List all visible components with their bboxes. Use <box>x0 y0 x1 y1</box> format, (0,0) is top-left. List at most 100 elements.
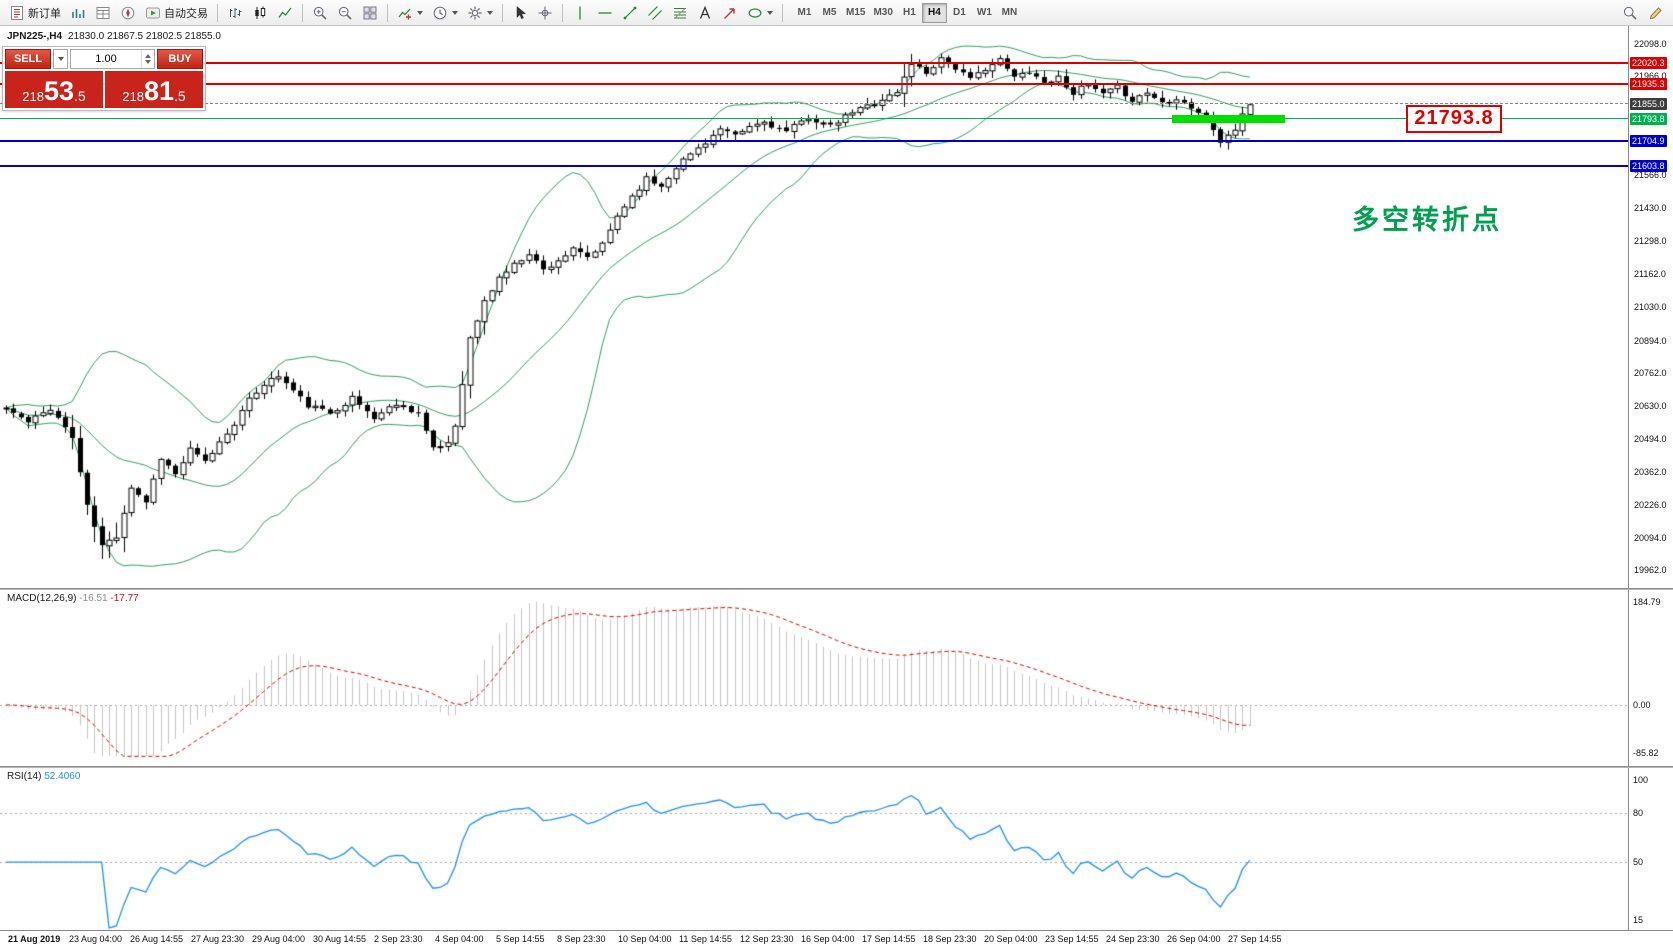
chart-candles-icon <box>255 6 266 19</box>
buy-price-block[interactable]: 218 81.5 <box>105 71 203 108</box>
candlestick-chart[interactable] <box>0 26 1628 588</box>
autotrading-icon <box>146 7 160 18</box>
timeframe-h4-button[interactable]: H4 <box>921 2 947 23</box>
price-digits: .5 <box>174 88 186 104</box>
time-label: 20 Sep 04:00 <box>984 934 1038 944</box>
cursor-button[interactable] <box>508 2 532 24</box>
sell-price-block[interactable]: 218 53.5 <box>5 71 103 108</box>
price-tag: 21855.0 <box>1630 97 1667 110</box>
timeframe-w1-button[interactable]: W1 <box>976 7 992 18</box>
zoom-in-button[interactable] <box>308 2 332 24</box>
quick-edit-button[interactable] <box>1644 2 1668 24</box>
volume-input[interactable] <box>71 50 141 68</box>
price-digits: 53 <box>43 76 75 106</box>
price-tag: 21704.9 <box>1630 134 1667 147</box>
time-label: 29 Aug 04:00 <box>252 934 306 944</box>
price-tag: 21935.3 <box>1630 77 1667 90</box>
cursor-icon <box>516 5 527 19</box>
time-label: 8 Sep 23:30 <box>557 934 606 944</box>
price-tick-label: 20226.0 <box>1634 500 1667 511</box>
time-label: 16 Sep 04:00 <box>801 934 855 944</box>
annotation-text[interactable]: 多空转折点 <box>1352 205 1502 235</box>
time-label: 5 Sep 14:55 <box>496 934 545 944</box>
new-order-button[interactable]: 新订单 <box>5 2 65 24</box>
vertical-line-button[interactable] <box>568 2 592 24</box>
bar-chart-button[interactable] <box>223 2 247 24</box>
shapes-button[interactable] <box>743 2 777 24</box>
macd-scale-label: -85.82 <box>1633 747 1659 758</box>
hline-tool-icon <box>598 11 612 14</box>
buy-button[interactable]: BUY <box>157 49 203 69</box>
price-digits: .5 <box>74 88 86 104</box>
chart-bars-icon <box>230 7 242 18</box>
text-tool-icon <box>699 5 711 19</box>
line-chart-button[interactable] <box>273 2 297 24</box>
price-callout-box[interactable]: 21793.8 <box>1406 104 1502 133</box>
price-tick-label: 22098.0 <box>1634 38 1667 49</box>
fibonacci-button[interactable] <box>668 2 692 24</box>
timeframe-m30-button[interactable]: M30 <box>873 7 893 18</box>
timeframe-h1-button[interactable]: H1 <box>903 7 916 18</box>
macd-value-signal: -17.77 <box>110 593 139 604</box>
dropdown-arrow-icon <box>417 10 423 15</box>
toolbar-separator <box>302 3 303 22</box>
search-button[interactable] <box>1618 2 1642 24</box>
text-label-button[interactable] <box>693 2 717 24</box>
equidistant-channel-button[interactable] <box>643 2 667 24</box>
zoom-out-button[interactable] <box>333 2 357 24</box>
rsi-scale-label: 80 <box>1633 807 1644 818</box>
rsi-panel: RSI(14) 52.4060 100 80 50 15 <box>0 768 1673 930</box>
window-separator[interactable] <box>0 588 1673 590</box>
time-label: 10 Sep 04:00 <box>618 934 672 944</box>
crosshair-button[interactable] <box>533 2 557 24</box>
price-tick-label: 21430.0 <box>1634 203 1667 214</box>
autotrading-button[interactable]: 自动交易 <box>141 2 212 24</box>
periods-button[interactable] <box>428 2 462 24</box>
symbol-name: JPN225-,H4 <box>7 31 63 42</box>
trendline-button[interactable] <box>618 2 642 24</box>
market-watch-icon <box>72 8 85 18</box>
volume-input-wrap <box>70 49 155 69</box>
time-label: 12 Sep 23:30 <box>740 934 794 944</box>
data-window-button[interactable] <box>91 2 115 24</box>
timeframe-m5-button[interactable]: M5 <box>822 7 837 18</box>
arrow-objects-button[interactable] <box>718 2 742 24</box>
timeframe-d1-button[interactable]: D1 <box>953 7 966 18</box>
macd-label: MACD(12,26,9) -16.51 -17.77 <box>7 593 139 604</box>
search-icon <box>1623 6 1637 20</box>
sell-button[interactable]: SELL <box>5 49 51 69</box>
price-tick-label: 19962.0 <box>1634 565 1667 576</box>
time-axis[interactable]: 21 Aug 2019 23 Aug 04:00 26 Aug 14:55 27 Au… <box>0 930 1673 948</box>
navigator-button[interactable] <box>116 2 140 24</box>
market-watch-button[interactable] <box>66 2 90 24</box>
indicators-button[interactable] <box>393 2 427 24</box>
trendline-tool-icon <box>623 6 637 19</box>
volume-up-icon[interactable] <box>145 54 151 58</box>
timeframe-mn-button[interactable]: MN <box>1001 7 1018 18</box>
tile-windows-button[interactable] <box>358 2 382 24</box>
time-label: 23 Sep 14:55 <box>1045 934 1099 944</box>
horizontal-line-button[interactable] <box>593 2 617 24</box>
price-tick-label: 20894.0 <box>1634 335 1667 346</box>
timeframe-m1-button[interactable]: M1 <box>797 7 812 18</box>
price-tick-label: 20362.0 <box>1634 466 1667 477</box>
macd-name: MACD(12,26,9) <box>7 593 77 604</box>
zoom-out-icon <box>338 6 352 20</box>
price-axis[interactable]: 22098.0 21966.0 21566.0 21430.0 21298.0 21162… <box>1629 26 1673 588</box>
templates-button[interactable] <box>463 2 497 24</box>
rsi-name: RSI(14) <box>7 771 42 782</box>
time-label: 26 Sep 04:00 <box>1167 934 1221 944</box>
timeframe-m15-button[interactable]: M15 <box>846 7 866 18</box>
toolbar-separator <box>502 3 503 22</box>
volume-down-icon[interactable] <box>145 60 151 64</box>
new-order-icon <box>11 5 23 20</box>
volume-presets-dropdown[interactable] <box>53 49 68 69</box>
candlestick-chart-button[interactable] <box>248 2 272 24</box>
price-tick-label: 20630.0 <box>1634 400 1667 411</box>
rsi-chart[interactable] <box>0 768 1628 930</box>
window-separator[interactable] <box>0 766 1673 768</box>
macd-chart[interactable] <box>0 590 1628 766</box>
toolbar-separator <box>217 3 218 22</box>
macd-value-main: -16.51 <box>79 593 108 604</box>
toolbar-separator <box>782 3 783 22</box>
